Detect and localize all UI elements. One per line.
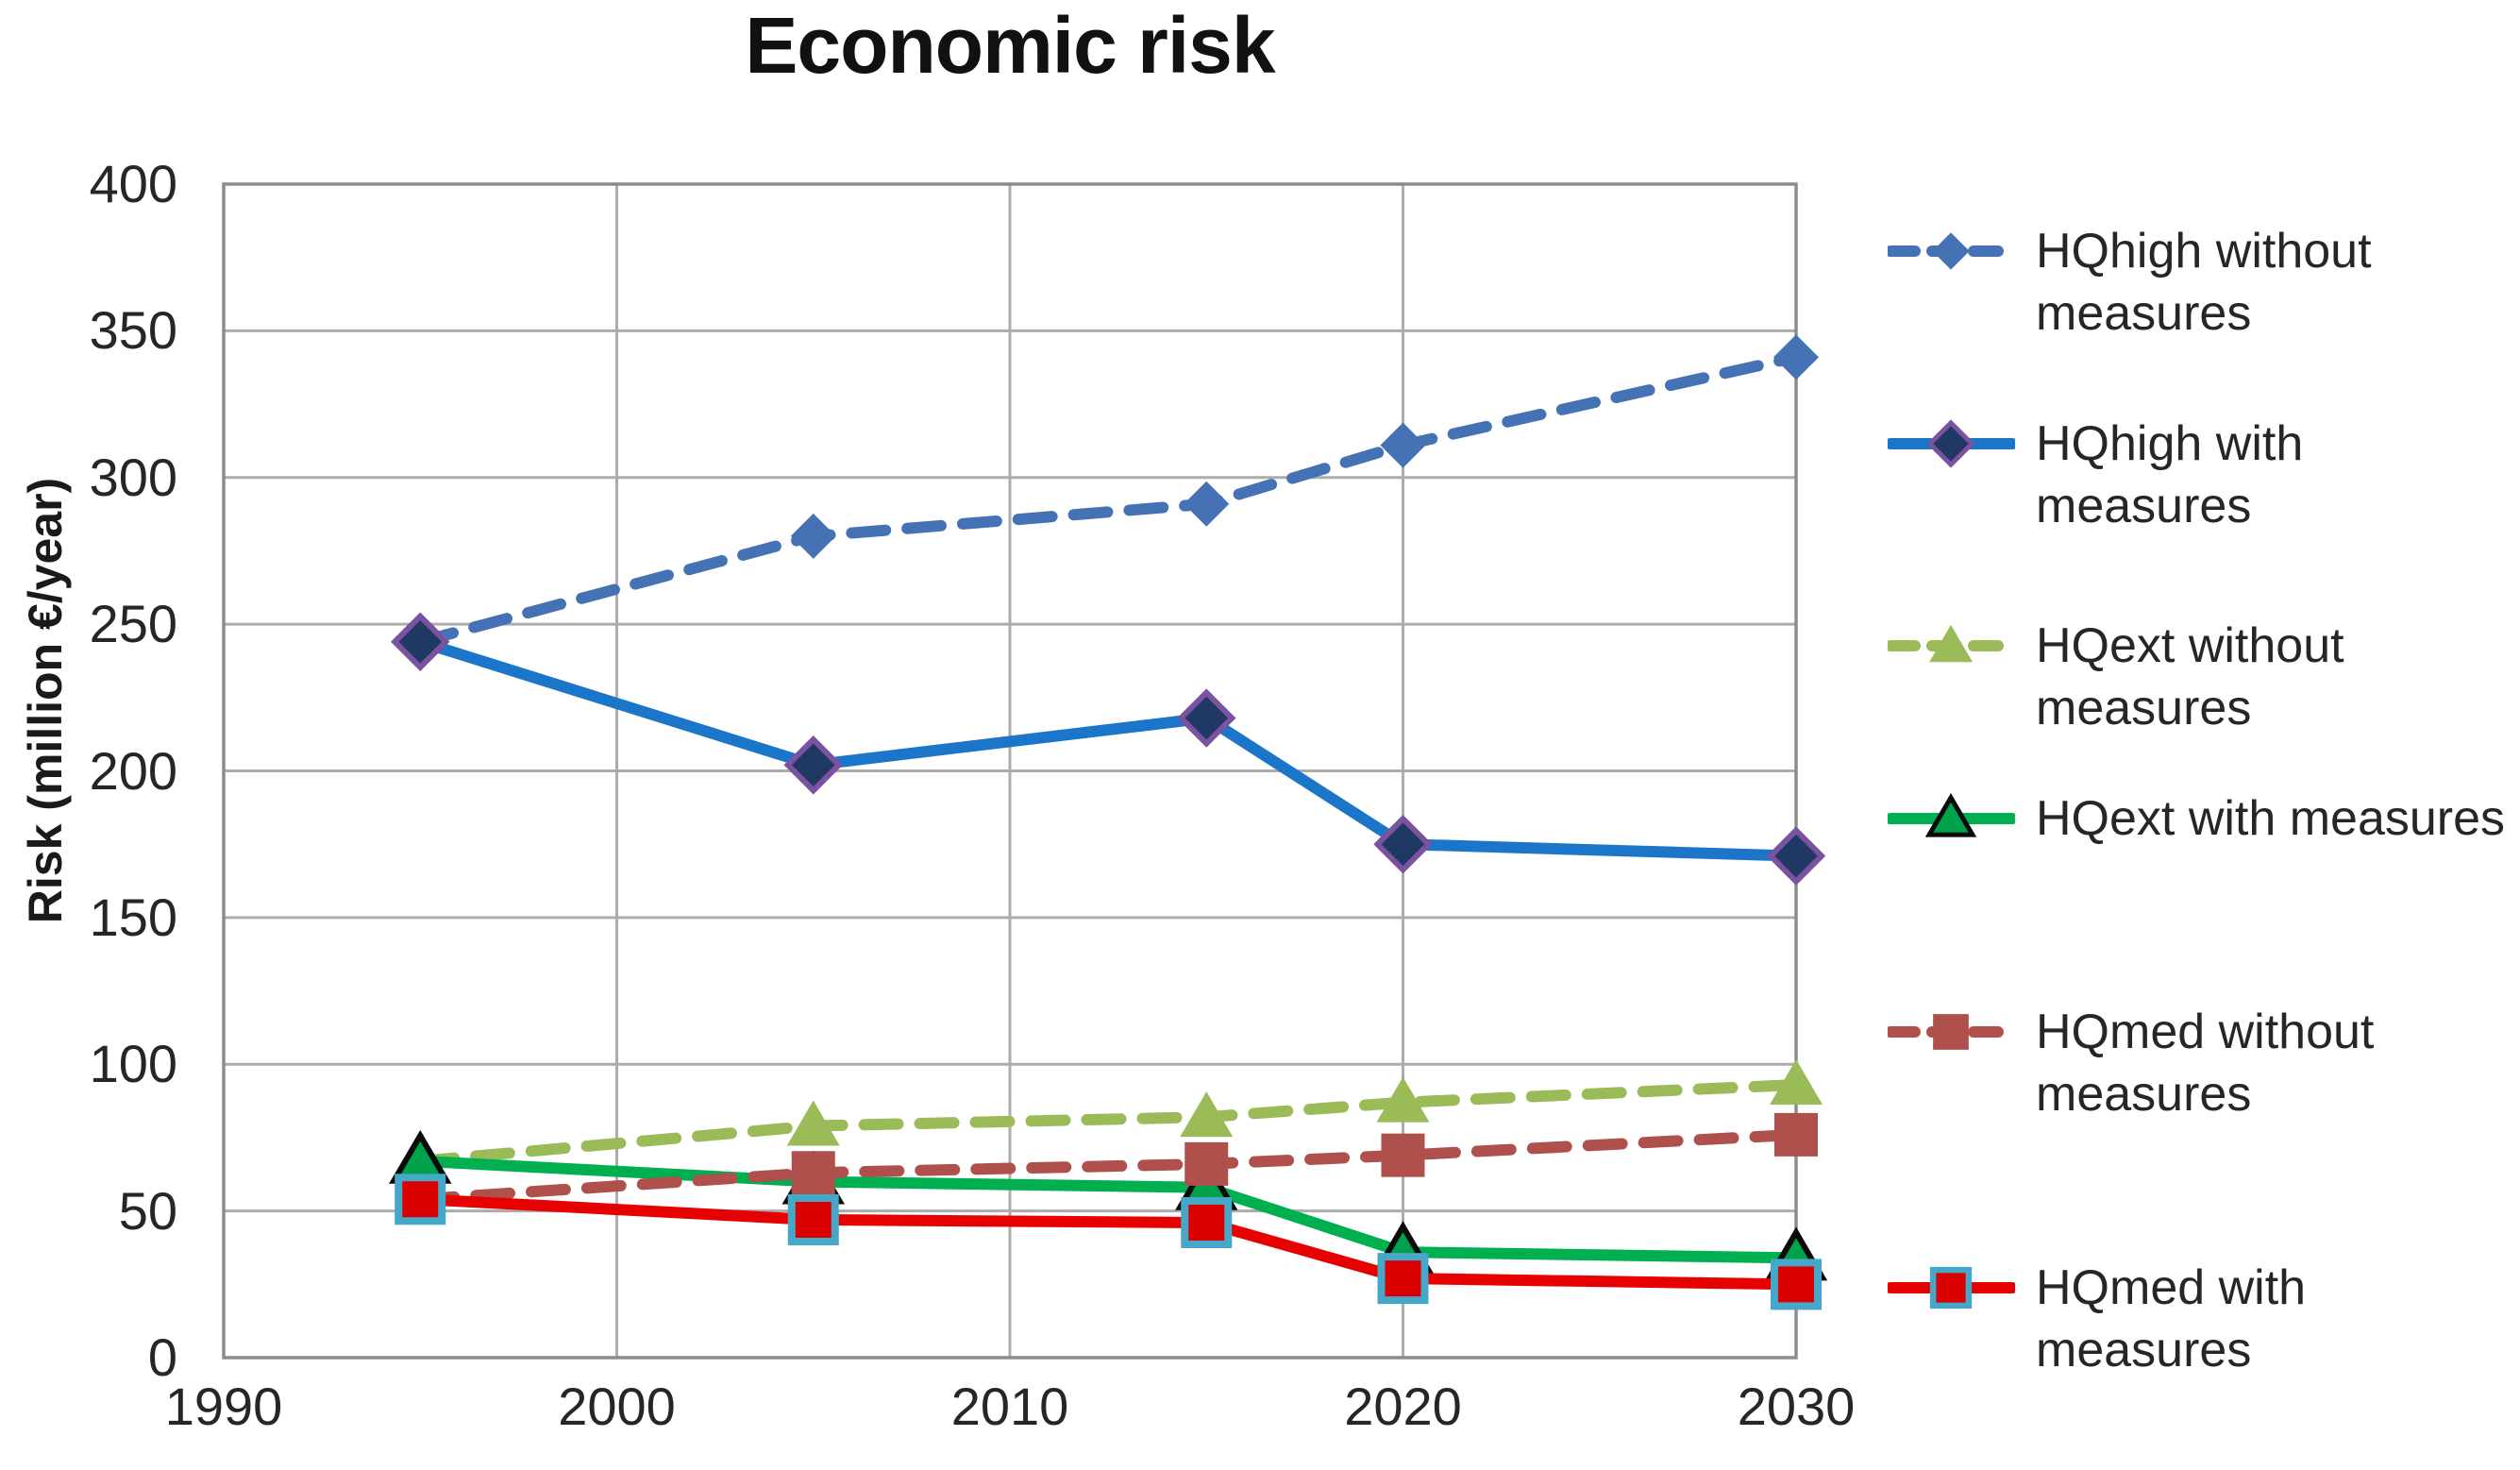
y-tick-label: 350	[89, 300, 177, 361]
legend-swatch-triangle-icon	[1888, 624, 2015, 663]
series-marker-3	[1770, 1059, 1823, 1106]
series-marker-1	[1184, 481, 1230, 527]
y-tick-label: 150	[89, 887, 177, 947]
y-tick-label: 0	[147, 1327, 177, 1387]
legend-item: HQext without measures	[1888, 615, 2344, 739]
y-tick-label: 250	[89, 594, 177, 654]
legend-label: HQhigh with measures	[2036, 416, 2304, 533]
series-marker-2	[783, 735, 843, 795]
series-marker-2	[1373, 814, 1433, 874]
y-tick-label: 200	[89, 740, 177, 801]
series-marker-5	[1184, 1141, 1229, 1186]
legend-label: HQext without measures	[2036, 618, 2344, 735]
series-marker-3	[1376, 1076, 1430, 1123]
legend-label: HQmed with measures	[2036, 1260, 2307, 1377]
series-marker-5	[1381, 1133, 1425, 1177]
series-line-2	[414, 635, 1802, 862]
legend-swatch-diamond-icon	[1888, 419, 2015, 468]
y-axis-title-text: Risk (million €/year)	[19, 477, 72, 924]
series-marker-1	[790, 513, 836, 559]
series-line-1	[414, 351, 1802, 648]
legend-item: HQhigh without measures	[1888, 220, 2372, 345]
series-marker-1	[1773, 334, 1819, 380]
legend-item: HQmed with measures	[1888, 1257, 2306, 1381]
legend-label: HQext with measures	[2036, 791, 2506, 846]
x-tick-label: 2030	[1737, 1377, 1856, 1436]
series-marker-1	[1380, 422, 1426, 468]
x-tick-label: 1990	[164, 1377, 283, 1436]
y-tick-label: 50	[118, 1180, 177, 1241]
series-marker-6	[1377, 1253, 1429, 1305]
y-tick-label: 300	[89, 447, 177, 507]
series-marker-6	[395, 1174, 446, 1225]
plot-area	[222, 182, 1828, 1360]
x-tick-label: 2010	[950, 1377, 1069, 1436]
series-marker-3	[786, 1100, 840, 1146]
series-marker-3	[1180, 1091, 1234, 1138]
legend-label: HQmed without measures	[2036, 1005, 2375, 1122]
series-marker-2	[391, 612, 450, 672]
series-marker-5	[791, 1151, 835, 1195]
x-tick-label: 2000	[558, 1377, 676, 1436]
chart-title: Economic risk	[745, 1, 1275, 90]
x-tick-label: 2020	[1344, 1377, 1462, 1436]
series-marker-2	[1766, 826, 1826, 886]
y-tick-label: 400	[89, 154, 177, 213]
legend-swatch-triangle-icon	[1888, 792, 2015, 837]
legend-label: HQhigh without measures	[2036, 224, 2372, 341]
y-tick-label: 100	[89, 1034, 177, 1094]
legend-swatch-square-icon	[1888, 1014, 2015, 1050]
legend-swatch-diamond-icon	[1888, 232, 2015, 270]
legend-item: HQext with measures	[1888, 787, 2505, 850]
legend-item: HQmed without measures	[1888, 1001, 2374, 1125]
series-marker-5	[1774, 1112, 1818, 1157]
series-marker-6	[1771, 1259, 1822, 1310]
legend-item: HQhigh with measures	[1888, 413, 2303, 537]
legend-swatch-square-icon	[1888, 1266, 2015, 1309]
series-marker-6	[1181, 1197, 1233, 1249]
series-marker-2	[1177, 688, 1236, 748]
plot-border	[222, 182, 1798, 1360]
series-marker-6	[787, 1193, 839, 1245]
